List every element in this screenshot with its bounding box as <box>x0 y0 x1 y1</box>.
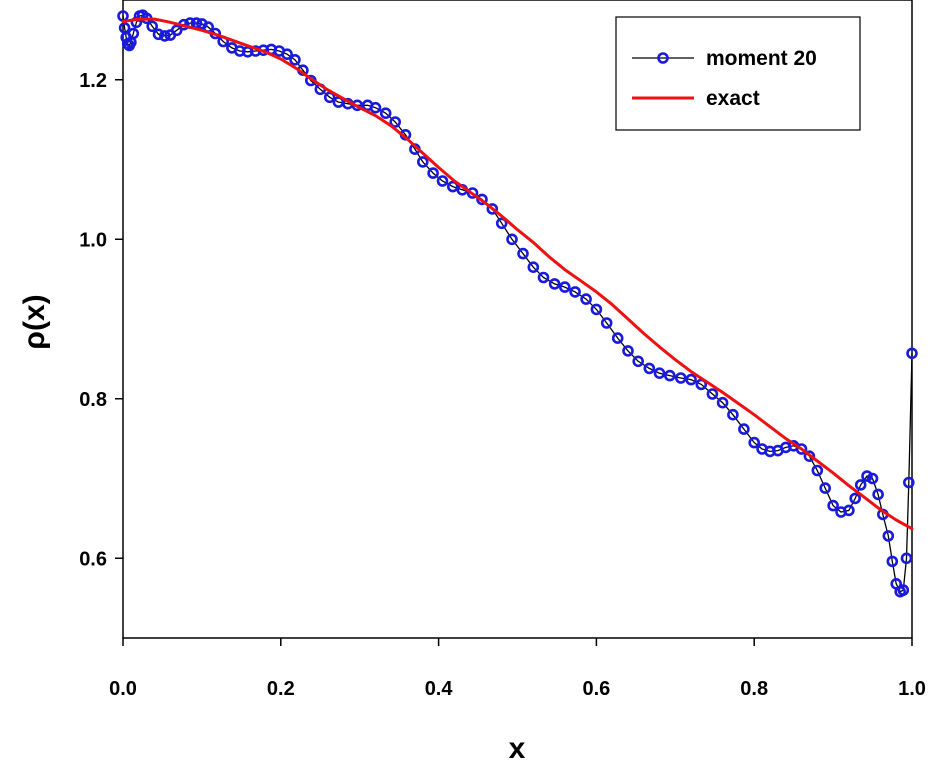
moment-20-point <box>811 464 824 477</box>
moment-20-point <box>622 345 634 357</box>
moment-20-point <box>716 396 729 409</box>
x-axis-ticks: 0.0 0.2 0.4 0.6 0.8 1.0 <box>109 638 926 700</box>
legend-label-exact: exact <box>706 87 760 110</box>
moment-20-point <box>580 293 592 305</box>
legend-label-moment: moment 20 <box>706 47 817 70</box>
moment-20-point <box>897 584 910 596</box>
moment-20-point <box>882 530 895 542</box>
legend-moment-marker <box>657 52 669 64</box>
moment-20-point <box>527 261 540 274</box>
moment-20-point <box>872 488 884 501</box>
moment-20-point <box>886 555 899 568</box>
moment-20-point <box>803 450 816 463</box>
moment-20-point <box>436 175 449 187</box>
moment-20-point <box>548 278 561 290</box>
moment-20-point <box>558 281 571 293</box>
moment-20-point <box>727 408 739 421</box>
series-exact-line <box>121 17 914 531</box>
moment-20-point <box>427 167 439 179</box>
moment-20-point <box>819 482 832 494</box>
moment-20-point <box>152 28 165 41</box>
moment-20-point <box>476 193 488 206</box>
moment-20-point <box>706 388 719 400</box>
moment-20-point <box>827 499 839 512</box>
moment-20-point <box>517 247 529 260</box>
moment-20-point <box>369 101 382 114</box>
moment-20-point <box>446 180 459 193</box>
legend-box <box>615 16 861 131</box>
y-tick-label: 1.2 <box>79 70 107 92</box>
moment-20-point <box>416 156 429 168</box>
moment-20-point <box>663 369 676 382</box>
moment-20-point <box>643 362 656 375</box>
moment-20-point <box>674 372 687 384</box>
legend: moment 20 exact <box>615 16 861 131</box>
moment-20-point <box>685 373 697 386</box>
moment-20-point <box>281 48 293 61</box>
moment-20-point <box>170 24 183 37</box>
moment-20-point <box>866 472 879 485</box>
moment-20-point <box>632 355 645 368</box>
moment-20-point <box>902 476 915 489</box>
moment-20-point <box>590 303 603 316</box>
x-tick-label: 0.4 <box>425 678 454 700</box>
moment-20-point <box>486 203 499 215</box>
x-tick-label: 0.0 <box>109 678 137 700</box>
moment-20-point <box>861 470 873 482</box>
moment-20-point <box>159 30 171 42</box>
moment-20-point <box>854 479 867 491</box>
moment-20-point <box>537 271 550 284</box>
y-tick-label: 1.0 <box>79 229 107 251</box>
moment-20-point <box>569 286 581 298</box>
moment-20-point <box>146 20 158 33</box>
y-tick-label: 0.6 <box>79 548 107 570</box>
series-layer <box>117 9 918 598</box>
moment-20-point <box>389 116 402 128</box>
x-tick-label: 0.8 <box>740 678 768 700</box>
moment-20-point <box>653 367 666 380</box>
moment-20-point <box>611 332 624 344</box>
moment-20-point <box>843 504 855 517</box>
moment-20-point <box>323 91 336 104</box>
moment-20-point <box>600 317 613 329</box>
moment-20-point <box>289 53 301 66</box>
x-tick-label: 1.0 <box>898 678 926 700</box>
moment-20-point <box>900 552 913 565</box>
moment-20-point <box>379 107 392 119</box>
x-tick-label: 0.6 <box>582 678 610 700</box>
x-tick-label: 0.2 <box>267 678 295 700</box>
moment-20-point <box>738 423 750 435</box>
moment-20-point <box>506 233 518 246</box>
x-axis-title: x <box>509 732 526 765</box>
y-axis-title: ρ(x) <box>18 294 51 349</box>
moment-20-point <box>795 443 808 455</box>
moment-20-point <box>495 217 508 230</box>
moment-20-point <box>748 436 761 449</box>
moment-20-point <box>466 187 479 199</box>
y-tick-label: 0.8 <box>79 389 107 411</box>
moment-20-point <box>906 347 918 360</box>
moment-20-point <box>127 27 140 40</box>
y-axis-ticks: 0.6 0.8 1.0 1.2 <box>79 70 123 570</box>
moment-20-point <box>849 492 862 505</box>
